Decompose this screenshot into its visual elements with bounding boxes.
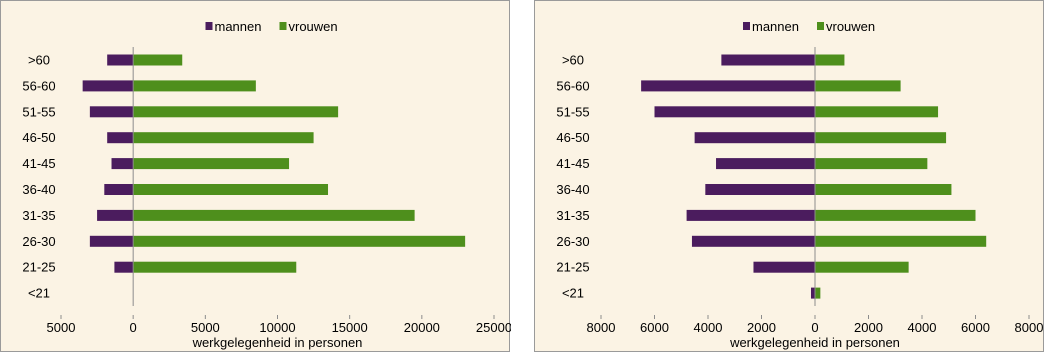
category-label-46-50: 46-50	[556, 130, 589, 145]
x-tick-label: 20000	[404, 320, 440, 335]
bar-mannen->60	[107, 54, 134, 66]
category-label-41-45: 41-45	[22, 156, 55, 171]
bar-mannen-41-45	[716, 158, 815, 170]
category-label-<21: <21	[562, 286, 584, 301]
x-tick-label: 5000	[47, 320, 76, 335]
legend-label-mannen: mannen	[215, 19, 262, 34]
bar-mannen-26-30	[691, 235, 815, 247]
x-tick-label: 6000	[640, 320, 669, 335]
bar-mannen-36-40	[705, 184, 815, 195]
bar-vrouwen-36-40	[133, 184, 329, 195]
bar-vrouwen-31-35	[133, 209, 415, 221]
category-label-26-30: 26-30	[556, 234, 589, 249]
bar-vrouwen-51-55	[815, 106, 939, 118]
chart-panel-right: mannen vrouwen >60 56-60 51-55 46-50 41-45 36-4…	[534, 0, 1044, 352]
x-tick-label: 4000	[908, 320, 937, 335]
x-tick-label: 2000	[854, 320, 883, 335]
category-label->60: >60	[28, 53, 50, 68]
bar-vrouwen-<21	[815, 287, 821, 299]
legend-item-mannen: mannen	[205, 19, 262, 34]
legend-swatch-vrouwen	[279, 22, 287, 30]
legend-label-vrouwen: vrouwen	[826, 19, 875, 34]
category-label-46-50: 46-50	[22, 130, 55, 145]
chart-svg: mannen vrouwen >60 56-60 51-55 46-50 41-45 36-4…	[556, 19, 1044, 350]
legend-item-vrouwen: vrouwen	[817, 19, 875, 34]
legend-label-mannen: mannen	[752, 19, 799, 34]
bar-vrouwen-26-30	[815, 235, 987, 247]
x-tick-label: 2000	[747, 320, 776, 335]
bar-vrouwen-21-25	[815, 261, 909, 273]
bar-mannen-46-50	[107, 132, 134, 144]
legend-swatch-mannen	[205, 22, 213, 30]
category-label-56-60: 56-60	[556, 78, 589, 93]
category-label-<21: <21	[28, 286, 50, 301]
legend-label-vrouwen: vrouwen	[289, 19, 338, 34]
category-label-56-60: 56-60	[22, 78, 55, 93]
bar-mannen-56-60	[82, 80, 134, 92]
category-label-36-40: 36-40	[22, 182, 55, 197]
bar-mannen-<21	[810, 287, 815, 299]
bar-vrouwen-31-35	[815, 209, 976, 221]
category-label->60: >60	[562, 53, 584, 68]
category-label-21-25: 21-25	[556, 260, 589, 275]
x-tick-label: 0	[130, 320, 137, 335]
bar-mannen-21-25	[114, 261, 134, 273]
category-label-26-30: 26-30	[22, 234, 55, 249]
bar-mannen-41-45	[111, 158, 134, 170]
category-label-21-25: 21-25	[22, 260, 55, 275]
x-tick-label: 6000	[961, 320, 990, 335]
bar-vrouwen-41-45	[133, 158, 290, 170]
bar-mannen-51-55	[654, 106, 815, 118]
bar-mannen->60	[721, 54, 815, 66]
x-tick-label: 10000	[259, 320, 295, 335]
bar-vrouwen-56-60	[815, 80, 901, 92]
bar-mannen-51-55	[89, 106, 134, 118]
bar-vrouwen->60	[815, 54, 845, 66]
bar-vrouwen-36-40	[815, 184, 952, 195]
x-tick-label: 15000	[332, 320, 368, 335]
legend-item-mannen: mannen	[743, 19, 799, 34]
category-label-41-45: 41-45	[556, 156, 589, 171]
bar-mannen-46-50	[694, 132, 815, 144]
bar-vrouwen-46-50	[815, 132, 947, 144]
bar-mannen-21-25	[753, 261, 815, 273]
category-label-51-55: 51-55	[22, 104, 55, 119]
x-tick-label: 4000	[694, 320, 723, 335]
legend-item-vrouwen: vrouwen	[279, 19, 338, 34]
x-tick-label: 8000	[1015, 320, 1044, 335]
bar-mannen-26-30	[89, 235, 134, 247]
bar-mannen-36-40	[104, 184, 134, 195]
bar-vrouwen-21-25	[133, 261, 297, 273]
category-label-31-35: 31-35	[22, 208, 55, 223]
x-tick-label: 25000	[476, 320, 511, 335]
category-label-36-40: 36-40	[556, 182, 589, 197]
bar-vrouwen-41-45	[815, 158, 928, 170]
category-label-31-35: 31-35	[556, 208, 589, 223]
legend-swatch-vrouwen	[817, 22, 824, 30]
bar-vrouwen-46-50	[133, 132, 314, 144]
legend-swatch-mannen	[743, 22, 750, 30]
bar-mannen-31-35	[686, 209, 815, 221]
bar-vrouwen-51-55	[133, 106, 339, 118]
bar-vrouwen-26-30	[133, 235, 466, 247]
x-tick-label: 5000	[191, 320, 220, 335]
x-axis-label: werkgelegenheid in personen	[192, 335, 363, 350]
category-label-51-55: 51-55	[556, 104, 589, 119]
bar-vrouwen-56-60	[133, 80, 256, 92]
chart-panel-left: mannen vrouwen >60 56-60 51-55 46-50 41-45 36-4…	[0, 0, 511, 352]
bar-vrouwen->60	[133, 54, 183, 66]
x-tick-label: 8000	[587, 320, 616, 335]
chart-svg: mannen vrouwen >60 56-60 51-55 46-50 41-45 36-4…	[22, 19, 511, 350]
bar-mannen-56-60	[641, 80, 815, 92]
x-axis-label: werkgelegenheid in personen	[729, 335, 900, 350]
x-tick-label: 0	[811, 320, 818, 335]
bar-mannen-31-35	[97, 209, 134, 221]
